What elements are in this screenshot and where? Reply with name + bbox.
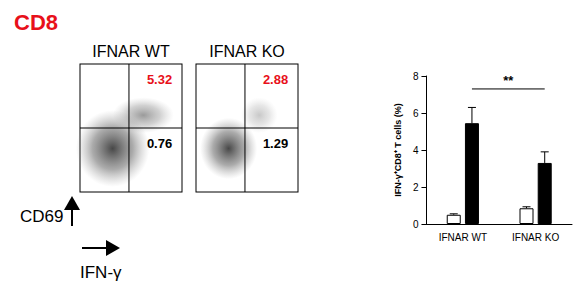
svg-text:0: 0 [413,219,419,230]
svg-text:IFNAR KO: IFNAR KO [209,43,285,60]
svg-text:IFNAR KO: IFNAR KO [512,232,559,243]
svg-text:8: 8 [413,71,419,82]
svg-text:CD8: CD8 [14,10,58,35]
svg-text:IFN-γ⁺CD8⁺ T cells (%): IFN-γ⁺CD8⁺ T cells (%) [393,103,403,197]
svg-text:2: 2 [413,182,419,193]
svg-text:IFN-γ: IFN-γ [80,263,122,282]
svg-text:IFNAR WT: IFNAR WT [92,43,170,60]
svg-text:5.32: 5.32 [147,72,172,87]
svg-text:IFNAR WT: IFNAR WT [439,232,487,243]
svg-text:0.76: 0.76 [147,136,172,151]
svg-text:CD69: CD69 [20,207,63,226]
svg-text:**: ** [503,73,514,88]
svg-text:1.29: 1.29 [263,136,288,151]
svg-text:2.88: 2.88 [263,72,288,87]
svg-text:6: 6 [413,108,419,119]
svg-text:4: 4 [413,145,419,156]
